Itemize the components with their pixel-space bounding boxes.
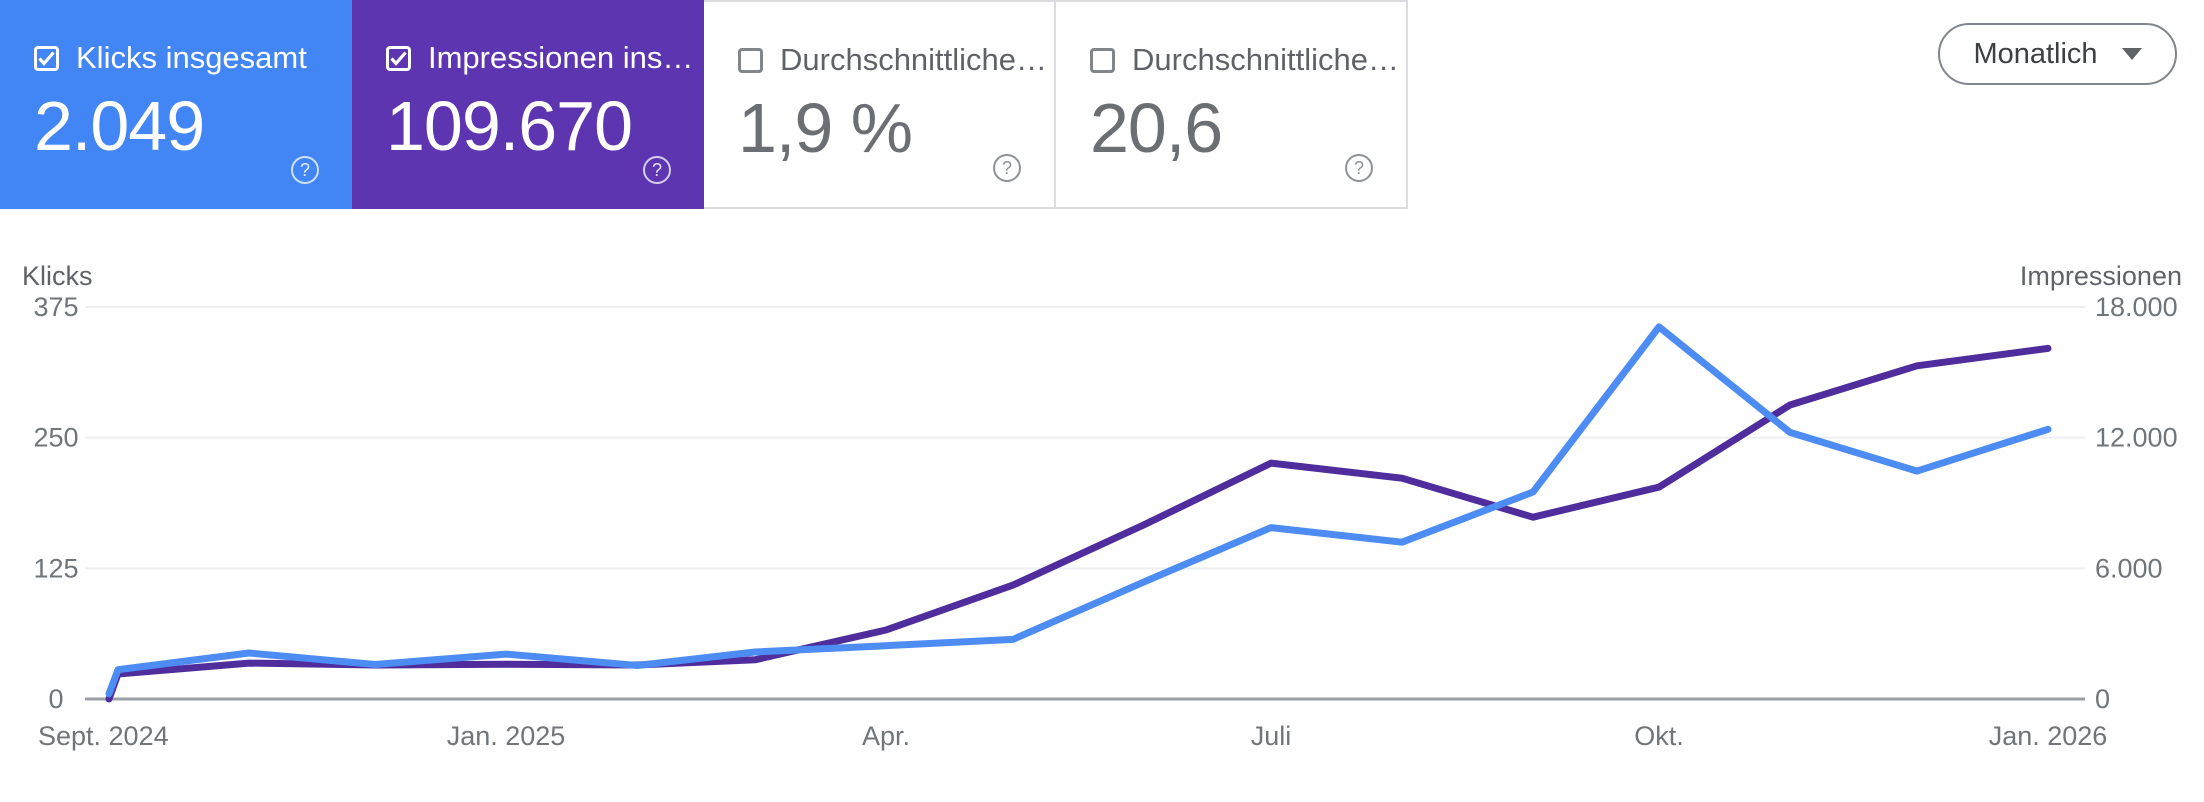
ctr-checkbox[interactable] [738,47,763,73]
help-icon[interactable]: ? [993,154,1021,182]
metric-card-title: Durchschnittliche… [1132,42,1400,77]
granularity-dropdown[interactable]: Monatlich [1938,23,2177,85]
metric-card-average-ctr[interactable]: Durchschnittliche… 1,9 % ? [704,0,1056,209]
metric-card-header: Impressionen ins… [386,40,704,76]
right-axis-tick: 6.000 [2095,553,2163,583]
performance-chart[interactable]: 0 125 250 375 0 6.000 12.000 18.000 Klicks Impres… [0,240,2204,802]
position-checkbox[interactable] [1090,47,1115,73]
metric-card-average-position[interactable]: Durchschnittliche… 20,6 ? [1056,0,1408,209]
check-icon [38,50,55,66]
x-axis-tick: Jan. 2026 [1989,721,2108,751]
metric-card-header: Durchschnittliche… [1090,42,1406,78]
right-axis-tick: 18.000 [2095,292,2178,322]
right-axis-tick: 0 [2095,684,2110,714]
left-axis-tick: 0 [48,684,63,714]
help-icon[interactable]: ? [291,156,319,184]
series-line-impressionen [105,344,2052,703]
help-icon[interactable]: ? [1345,154,1373,182]
metric-card-total-impressions[interactable]: Impressionen ins… 109.670 ? [352,0,704,209]
metric-card-title: Impressionen ins… [428,40,694,75]
left-axis-tick: 125 [33,553,78,583]
metric-card-title: Klicks insgesamt [76,40,307,75]
metric-card-total-clicks[interactable]: Klicks insgesamt 2.049 ? [0,0,352,209]
x-axis-tick: Sept. 2024 [38,721,169,751]
metric-card-header: Durchschnittliche… [738,42,1054,78]
left-axis-tick: 375 [33,292,78,322]
metric-card-value: 2.049 [34,87,205,165]
x-axis-tick: Okt. [1634,721,1684,751]
metric-card-header: Klicks insgesamt [34,40,352,76]
x-axis-tick: Jan. 2025 [447,721,566,751]
series-line-klicks [105,323,2052,698]
left-axis-tick: 250 [33,423,78,453]
clicks-checkbox[interactable] [34,45,59,71]
metric-card-title: Durchschnittliche… [780,42,1048,77]
check-icon [390,50,407,66]
right-axis-title: Impressionen [2020,261,2182,291]
left-axis-title: Klicks [22,261,93,291]
metric-card-value: 1,9 % [738,89,913,167]
granularity-label: Monatlich [1973,37,2098,70]
metric-card-value: 109.670 [386,87,633,165]
metric-card-value: 20,6 [1090,89,1223,167]
chevron-down-icon [2121,48,2142,60]
x-axis-tick: Juli [1251,721,1292,751]
x-axis-tick: Apr. [862,721,910,751]
right-axis-tick: 12.000 [2095,423,2178,453]
impressions-checkbox[interactable] [386,45,411,71]
help-icon[interactable]: ? [643,156,671,184]
